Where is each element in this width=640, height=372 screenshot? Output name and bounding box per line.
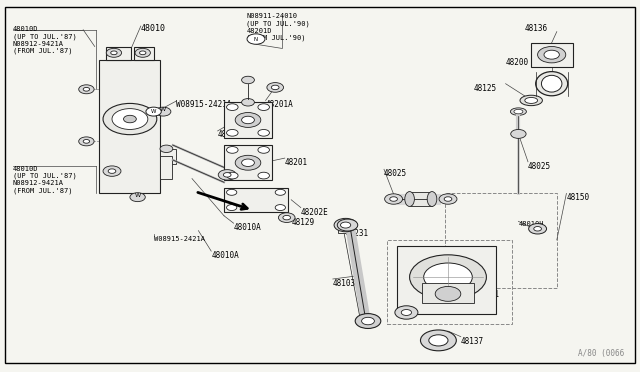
Circle shape [227,129,238,136]
Circle shape [111,51,117,55]
Circle shape [355,314,381,328]
Circle shape [103,103,157,135]
Ellipse shape [536,71,568,96]
Text: W: W [160,107,166,112]
Circle shape [79,137,94,146]
Text: 48201B: 48201B [218,130,245,139]
Text: 48011: 48011 [477,290,500,299]
Circle shape [275,205,285,211]
Text: W08915-2421A: W08915-2421A [154,236,205,242]
Circle shape [337,219,358,231]
Circle shape [258,129,269,136]
Circle shape [267,83,284,92]
Circle shape [410,255,486,299]
Text: 48010D
(UP TO JUL.'87)
N08912-9421A
(FROM JUL.'87): 48010D (UP TO JUL.'87) N08912-9421A (FRO… [13,166,77,193]
Text: 48103: 48103 [333,279,356,288]
Bar [160,149,176,164]
Bar [224,102,272,138]
Text: 48201A: 48201A [266,100,293,109]
Text: 48010H: 48010H [518,221,544,227]
Text: 48231: 48231 [346,229,369,238]
Circle shape [529,224,547,234]
Bar [397,246,496,314]
Circle shape [124,115,136,123]
Bar [160,156,172,179]
Ellipse shape [520,95,543,106]
Text: 48136: 48136 [525,24,548,33]
Bar [531,43,573,67]
Bar [338,223,354,232]
Text: W: W [151,109,156,114]
Bar [106,46,131,60]
Circle shape [227,172,238,179]
Text: 48010A: 48010A [211,251,239,260]
Circle shape [278,213,295,222]
Bar [224,188,288,212]
Text: 48010A: 48010A [234,223,261,232]
Circle shape [218,170,236,180]
Bar [445,193,557,288]
Bar [410,192,432,206]
Circle shape [435,286,461,301]
Bar [387,240,512,324]
Circle shape [334,218,357,232]
Text: 48125: 48125 [474,84,497,93]
Circle shape [135,48,150,57]
Circle shape [534,227,541,231]
Text: W08915-2421A: W08915-2421A [176,100,232,109]
Ellipse shape [514,109,523,114]
Circle shape [227,147,238,153]
Circle shape [160,145,173,153]
Text: 48202E: 48202E [301,208,328,217]
Bar [224,145,272,180]
Circle shape [247,34,265,44]
Circle shape [103,166,121,176]
Circle shape [235,155,261,170]
Ellipse shape [541,75,562,92]
Circle shape [544,50,559,59]
Circle shape [444,197,452,201]
Bar [99,60,160,193]
Text: N: N [254,36,258,42]
Circle shape [241,116,254,124]
Circle shape [424,263,472,291]
Circle shape [362,317,374,325]
Text: 48025: 48025 [384,169,407,178]
Text: 48025: 48025 [528,162,551,171]
Circle shape [241,99,254,106]
Circle shape [340,222,351,228]
Circle shape [538,46,566,63]
Ellipse shape [511,108,527,115]
Text: W: W [134,193,141,198]
Circle shape [112,109,148,129]
Circle shape [385,194,403,204]
Bar [422,283,474,303]
Text: 48010: 48010 [141,24,166,33]
Circle shape [511,129,526,138]
Circle shape [130,193,145,202]
Circle shape [241,159,254,167]
Circle shape [227,189,237,195]
Circle shape [156,107,171,116]
Circle shape [106,48,122,57]
Circle shape [439,194,457,204]
Ellipse shape [428,192,437,206]
Circle shape [395,306,418,319]
Text: 48200: 48200 [506,58,529,67]
Ellipse shape [404,192,415,206]
Circle shape [258,147,269,153]
Circle shape [83,87,90,91]
Circle shape [390,197,397,201]
Text: A/80 (0066: A/80 (0066 [578,349,624,358]
Circle shape [429,335,448,346]
Text: 48150: 48150 [566,193,589,202]
Text: 48201: 48201 [285,158,308,167]
Circle shape [283,215,291,220]
Text: N08911-24010
(UP TO JUL.'90)
48201D
(FROM JUL.'90): N08911-24010 (UP TO JUL.'90) 48201D (FRO… [246,13,310,41]
Bar [134,46,154,60]
Circle shape [108,169,116,173]
Circle shape [275,189,285,195]
Ellipse shape [525,97,538,103]
Circle shape [235,112,261,127]
Circle shape [146,107,161,116]
